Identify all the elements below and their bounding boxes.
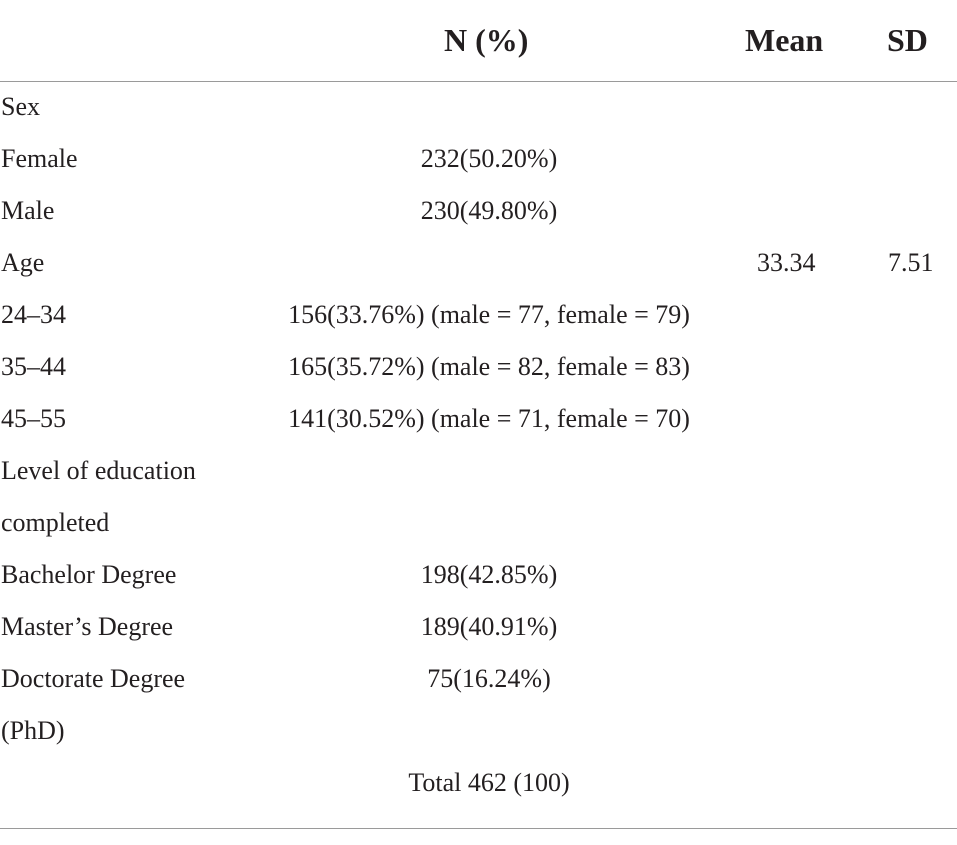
table-row: (PhD): [0, 705, 957, 757]
row-n-percent: 232(50.20%): [420, 144, 558, 173]
row-label: Male: [1, 196, 55, 225]
row-n-percent: 230(49.80%): [420, 196, 558, 225]
header-sd: SD: [887, 22, 928, 58]
row-n-percent: 75(16.24%): [427, 664, 551, 693]
header-n-percent: N (%): [444, 22, 529, 58]
table-row: Doctorate Degree 75(16.24%): [0, 653, 957, 705]
table-header: N (%) Mean SD: [0, 0, 957, 82]
row-label: Level of education: [1, 456, 196, 485]
row-label: Master’s Degree: [1, 612, 174, 641]
row-n-percent: 189(40.91%): [420, 612, 558, 641]
table-row: Level of education: [0, 445, 957, 497]
table-row: Female 232(50.20%): [0, 133, 957, 185]
table-row: 45–55 141(30.52%) (male = 71, female = 70…: [0, 393, 957, 445]
table-row: 24–34 156(33.76%) (male = 77, female = 79…: [0, 289, 957, 341]
row-label: Age: [1, 248, 45, 277]
row-sd: 7.51: [888, 248, 934, 277]
row-label: Doctorate Degree: [1, 664, 186, 693]
row-mean: 33.34: [757, 248, 816, 277]
table-row: Bachelor Degree 198(42.85%): [0, 549, 957, 601]
table-row: 35–44 165(35.72%) (male = 82, female = 83…: [0, 341, 957, 393]
row-label: (PhD): [1, 716, 65, 745]
bottom-rule: [0, 828, 957, 829]
table-row: completed: [0, 497, 957, 549]
row-label: Bachelor Degree: [1, 560, 177, 589]
row-label: 24–34: [1, 300, 66, 329]
header-rule: [0, 81, 957, 82]
table-row: Total 462 (100): [0, 757, 957, 809]
header-mean: Mean: [745, 22, 824, 58]
row-n-percent: 141(30.52%) (male = 71, female = 70): [288, 404, 690, 433]
table-row: Sex: [0, 81, 957, 133]
table-row: Master’s Degree 189(40.91%): [0, 601, 957, 653]
row-n-percent: Total 462 (100): [408, 768, 570, 797]
row-n-percent: 165(35.72%) (male = 82, female = 83): [288, 352, 690, 381]
table-row: Age 33.34 7.51: [0, 237, 957, 289]
table-row: Male 230(49.80%): [0, 185, 957, 237]
row-label: Female: [1, 144, 78, 173]
row-label: Sex: [1, 92, 40, 121]
row-n-percent: 156(33.76%) (male = 77, female = 79): [288, 300, 690, 329]
row-n-percent: 198(42.85%): [420, 560, 558, 589]
row-label: 45–55: [1, 404, 66, 433]
row-label: 35–44: [1, 352, 66, 381]
row-label: completed: [1, 508, 110, 537]
